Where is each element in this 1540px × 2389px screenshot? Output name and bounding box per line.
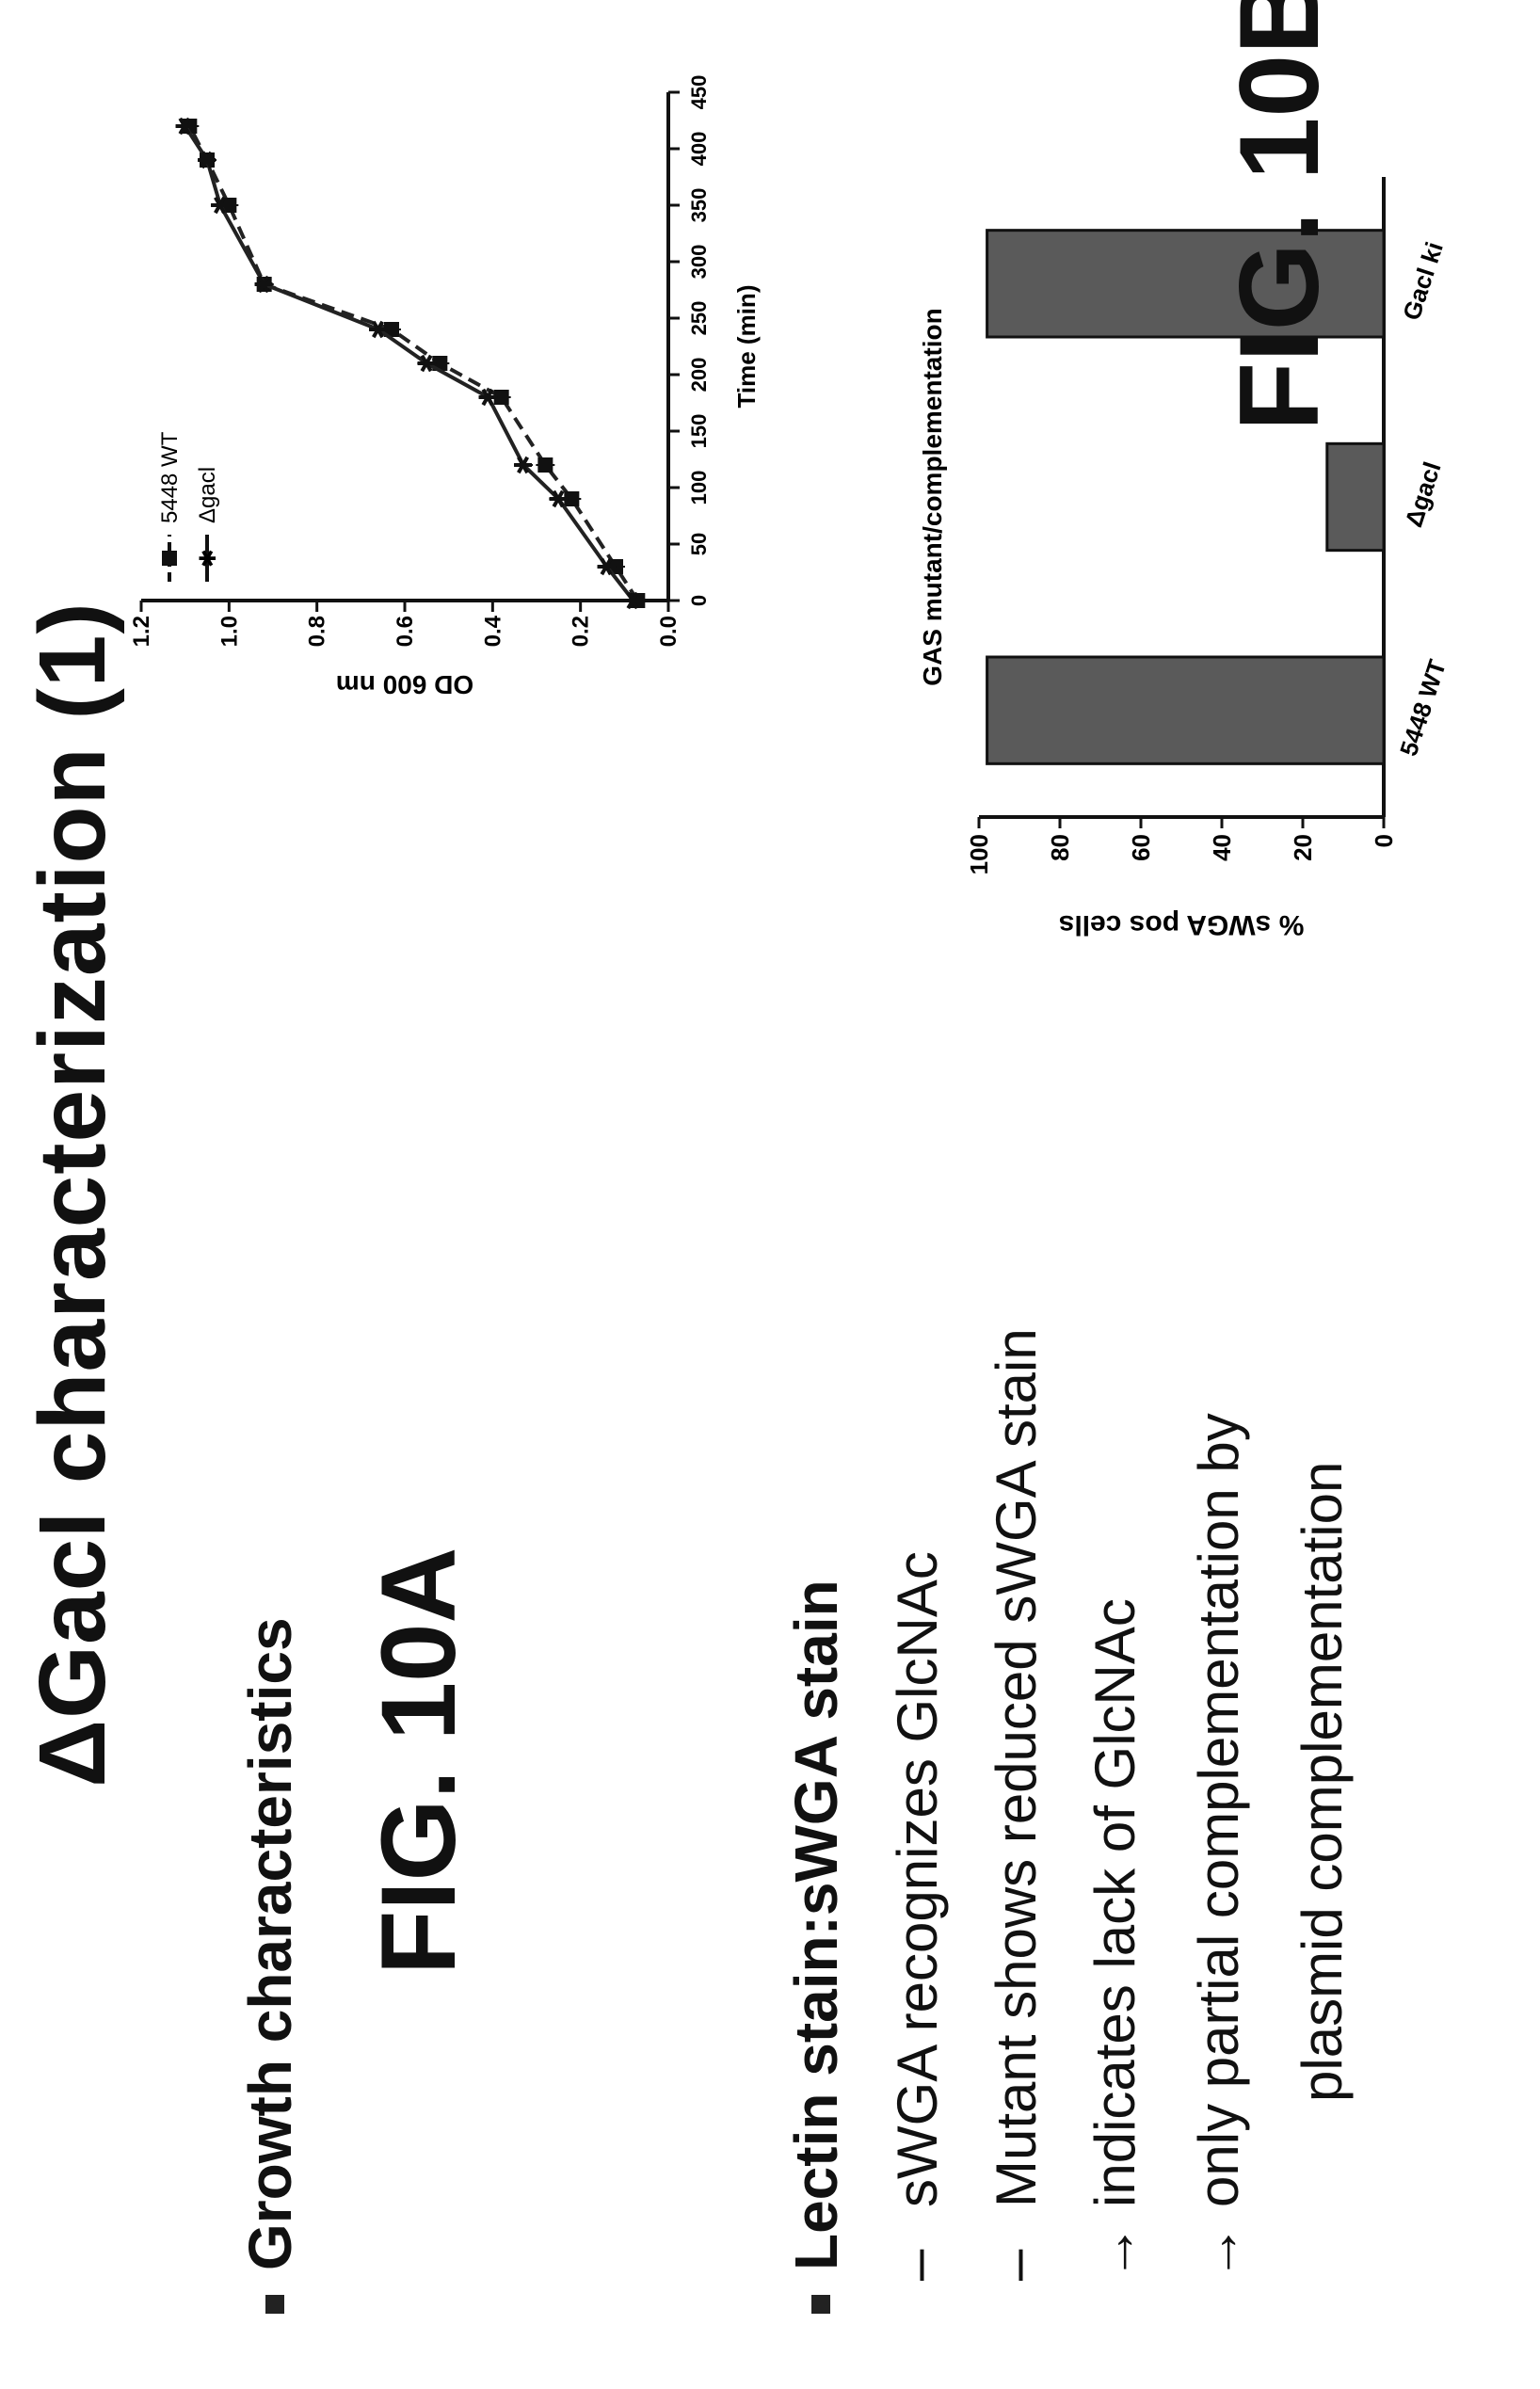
category-label: Δgacl: [1399, 458, 1446, 531]
fig-a-label: FIG. 10A: [360, 1547, 477, 1975]
y-tick-label: 20: [1289, 834, 1317, 861]
swga-bar-chart: GAS mutant/complementation 0 20 40 60 80 100 % …: [918, 177, 1452, 940]
bar-chart-title: GAS mutant/complementation: [918, 308, 947, 685]
sub-marker: –: [985, 2249, 1048, 2281]
y-tick-label: 0.2: [569, 616, 594, 647]
y-tick-label: 0.6: [393, 616, 418, 647]
x-axis-label: Time (min): [732, 285, 761, 409]
bullet-lectin-label: Lectin stain:sWGA stain: [782, 1579, 850, 2270]
bullet-growth: Growth characteristics: [235, 1617, 305, 2314]
fig-b-label: FIG. 10B: [1216, 0, 1342, 431]
bar-2: [1325, 441, 1386, 553]
data-point-star: ✱: [171, 116, 200, 136]
category-label: Gacl ki: [1397, 238, 1449, 323]
x-tick-label: 250: [687, 301, 711, 336]
sub-item-1: – sWGA recognizes GlcNAc: [885, 1551, 950, 2281]
sub-item-3: → indicates lack of GlcNAc: [1083, 1598, 1147, 2281]
sub-item-5: plasmid complementation: [1290, 1462, 1355, 2102]
data-point-star: ✱: [619, 590, 648, 611]
legend-marker-star: ✱: [196, 549, 221, 568]
y-tick-label: 0.0: [656, 616, 682, 647]
data-point-star: ✱: [206, 195, 234, 216]
legend-label: Δgacl: [195, 467, 220, 523]
y-tick-label: 0: [1370, 834, 1398, 847]
legend-label: 5448 WT: [157, 431, 183, 523]
y-tick-label: 40: [1208, 834, 1236, 861]
data-point-star: ✱: [509, 455, 537, 475]
data-point-star: ✱: [412, 353, 441, 374]
bar-1: [986, 655, 1386, 765]
growth-line-chart: 0.0 0.2 0.4 0.6 0.8 1.0 1.2 0 50 100 150 200 250 300 3…: [129, 75, 761, 699]
data-point-square: [384, 322, 399, 337]
data-point-star: ✱: [593, 556, 621, 577]
data-point-square: [537, 457, 553, 473]
sub-text: plasmid complementation: [1291, 1461, 1354, 2102]
x-tick-label: 350: [687, 188, 711, 223]
x-tick-label: 100: [687, 471, 711, 505]
sub-text: indicates lack of GlcNAc: [1083, 1598, 1147, 2207]
sub-text: only partial complementation by: [1187, 1413, 1250, 2207]
data-point-star: ✱: [544, 489, 572, 509]
y-axis-label: % sWGA pos cells: [1059, 909, 1305, 940]
sub-text: sWGA recognizes GlcNAc: [886, 1551, 949, 2207]
x-tick-label: 450: [687, 75, 711, 110]
sub-item-2: – Mutant shows reduced sWGA stain: [984, 1328, 1049, 2281]
y-tick-label: 0.4: [480, 615, 505, 647]
bullet-square-icon: [265, 2295, 285, 2314]
bar-3: [986, 229, 1386, 339]
data-point-square: [493, 390, 509, 405]
x-tick-label: 0: [687, 595, 711, 606]
x-tick-label: 400: [687, 132, 711, 167]
y-tick-label: 60: [1127, 834, 1155, 861]
category-label: 5448 WT: [1394, 656, 1452, 760]
x-tick-label: 200: [687, 358, 711, 393]
y-tick-label: 0.8: [305, 616, 330, 647]
data-point-star: ✱: [193, 150, 221, 170]
y-axis-label: OD 600 nm: [336, 670, 473, 699]
y-tick-label: 1.0: [217, 616, 242, 647]
bullet-lectin: Lectin stain:sWGA stain: [781, 1579, 851, 2314]
y-tick-label: 1.2: [129, 616, 154, 647]
data-point-star: ✱: [474, 387, 503, 408]
bullet-square-icon: [811, 2295, 831, 2314]
series-line-2: [183, 124, 635, 602]
legend-marker-square: [162, 551, 177, 566]
sub-text: Mutant shows reduced sWGA stain: [985, 1328, 1048, 2207]
data-point-star: ✱: [250, 274, 279, 295]
sub-item-4: → only partial complementation by: [1186, 1413, 1251, 2281]
x-tick-label: 150: [687, 414, 711, 449]
bullet-growth-label: Growth characteristics: [236, 1617, 304, 2270]
data-point-star: ✱: [364, 319, 393, 340]
x-tick-label: 300: [687, 245, 711, 280]
x-tick-label: 50: [687, 533, 711, 555]
slide-title: ΔGacI characterization (1): [20, 601, 125, 1788]
sub-marker: →: [1083, 2224, 1147, 2281]
y-tick-label: 80: [1046, 834, 1074, 861]
sub-marker: –: [886, 2249, 949, 2281]
data-point-square: [564, 491, 580, 506]
y-tick-label: 100: [965, 834, 993, 874]
sub-marker: →: [1187, 2224, 1250, 2281]
